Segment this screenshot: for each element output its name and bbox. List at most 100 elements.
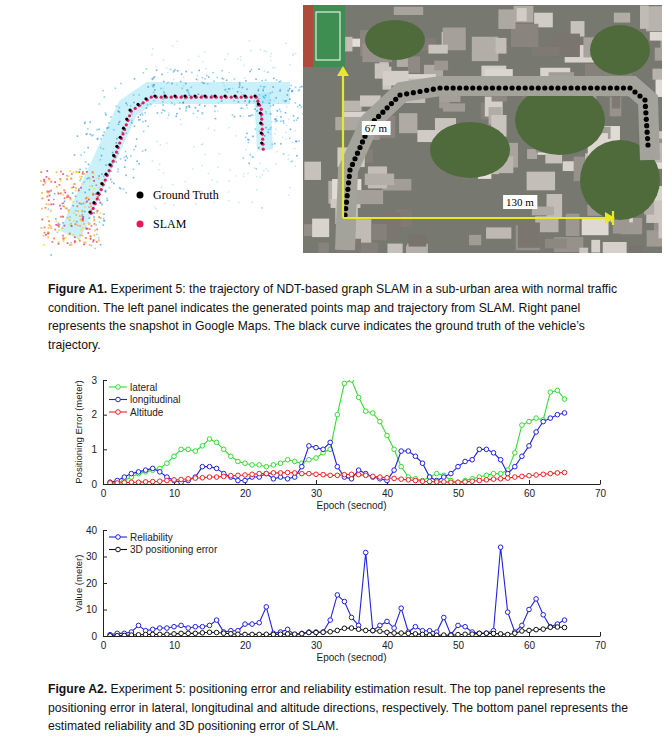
data-point	[221, 447, 226, 452]
data-point	[207, 475, 212, 480]
map-building	[355, 190, 383, 204]
data-point	[413, 624, 418, 629]
data-point	[314, 630, 319, 635]
point-cloud-point	[246, 133, 248, 135]
data-point	[300, 631, 305, 636]
point-cloud-point	[163, 92, 165, 94]
data-point	[420, 479, 425, 484]
legend-marker	[116, 547, 121, 552]
point-cloud-point	[152, 48, 154, 50]
point-cloud-point	[92, 193, 94, 195]
y-tick-mark	[103, 415, 107, 416]
point-cloud-point	[163, 172, 165, 174]
x-tick-label: 30	[311, 640, 323, 651]
point-cloud-point	[98, 129, 100, 131]
point-cloud-point	[60, 216, 62, 218]
point-cloud-point	[74, 241, 76, 243]
map-building	[358, 243, 378, 253]
data-point	[434, 471, 439, 476]
point-cloud-point	[75, 190, 77, 192]
data-point	[491, 451, 496, 456]
data-point	[399, 606, 404, 611]
point-cloud-point	[271, 143, 273, 145]
point-cloud-point	[258, 68, 260, 70]
point-cloud-point	[193, 146, 195, 148]
data-point	[314, 472, 319, 477]
point-cloud-point	[92, 134, 94, 136]
point-cloud-point	[263, 96, 265, 98]
point-cloud-point	[153, 100, 155, 102]
data-point	[463, 459, 468, 464]
point-cloud-point	[291, 90, 293, 92]
point-cloud-point	[50, 254, 52, 256]
point-cloud-point	[244, 77, 246, 79]
point-cloud-point	[99, 221, 101, 223]
data-point	[143, 480, 148, 484]
point-cloud-point	[250, 115, 252, 117]
map-building	[527, 149, 537, 159]
point-cloud-point	[224, 59, 226, 61]
ground-truth-dot	[88, 210, 91, 213]
ground-truth-dot	[444, 85, 449, 90]
x-tick: 60	[524, 632, 536, 651]
point-cloud-point	[166, 67, 168, 69]
point-cloud-point	[59, 205, 61, 207]
data-point	[236, 459, 241, 464]
data-point	[484, 631, 489, 636]
point-cloud-point	[118, 123, 120, 125]
point-cloud-point	[53, 199, 55, 201]
point-cloud-point	[80, 154, 82, 156]
map-label-background	[362, 121, 391, 135]
data-point	[172, 624, 177, 629]
data-point	[307, 630, 312, 635]
data-point	[385, 433, 390, 438]
data-point	[328, 629, 333, 634]
point-cloud-point	[46, 176, 48, 178]
point-cloud-point	[58, 243, 60, 245]
point-cloud-point	[76, 201, 78, 203]
point-cloud-point	[70, 199, 72, 201]
ground-truth-dot	[643, 104, 648, 109]
point-cloud-point	[215, 118, 217, 120]
data-point	[328, 473, 333, 478]
ground-truth-dot	[632, 89, 637, 94]
point-cloud-point	[84, 121, 86, 123]
data-point	[243, 622, 248, 627]
point-cloud-point	[94, 223, 96, 225]
point-cloud-point	[154, 206, 156, 208]
ground-truth-dot	[136, 103, 139, 106]
point-cloud-point	[181, 88, 183, 90]
map-building	[486, 227, 511, 238]
y-tick-label: 2	[91, 409, 97, 420]
point-cloud-point	[201, 144, 203, 146]
data-point	[271, 632, 276, 636]
point-cloud-point	[46, 170, 48, 172]
point-cloud-point	[288, 119, 290, 121]
data-point	[300, 631, 305, 636]
point-cloud-point	[260, 85, 262, 87]
point-cloud-point	[115, 161, 117, 163]
point-cloud-point	[81, 229, 83, 231]
point-cloud-point	[73, 186, 75, 188]
point-cloud-point	[246, 149, 248, 151]
point-cloud-point	[88, 199, 90, 201]
point-cloud-point	[153, 84, 155, 86]
data-point	[264, 464, 269, 469]
point-cloud-point	[89, 203, 91, 205]
data-point	[363, 409, 368, 414]
map-building	[387, 244, 402, 253]
data-point	[165, 461, 170, 466]
point-cloud-point	[252, 136, 254, 138]
point-cloud-point	[247, 107, 249, 109]
point-cloud-point	[239, 82, 241, 84]
data-point	[179, 631, 184, 636]
point-cloud-point	[66, 175, 68, 177]
ground-truth-dot	[213, 94, 216, 97]
point-cloud-point	[146, 107, 148, 109]
caption-space	[107, 682, 110, 696]
point-cloud-point	[301, 86, 303, 88]
chart: 0102030405060700123Epoch (secnod)Positio…	[73, 375, 606, 511]
point-cloud-point	[107, 199, 109, 201]
point-cloud-point	[74, 236, 76, 238]
data-point	[371, 411, 376, 416]
